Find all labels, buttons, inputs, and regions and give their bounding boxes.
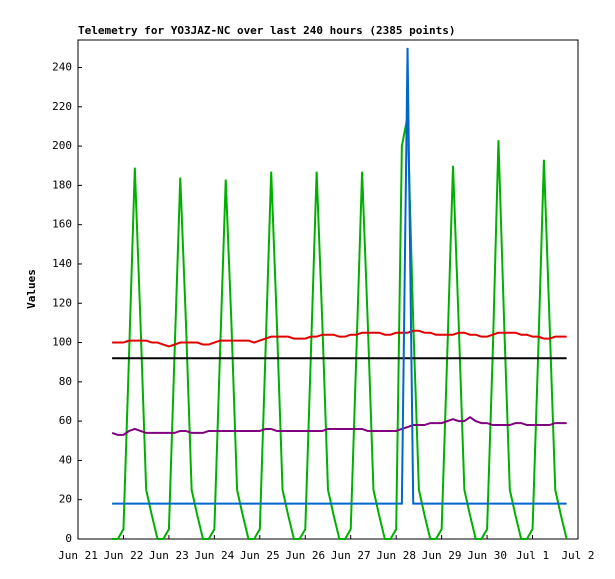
y-tick-label: 60: [59, 414, 72, 427]
x-tick-label: Jun 27: [331, 549, 371, 562]
x-tick-label: Jun 23: [149, 549, 189, 562]
y-tick-label: 80: [59, 375, 72, 388]
y-tick-label: 20: [59, 493, 72, 506]
y-tick-label: 140: [52, 257, 72, 270]
y-tick-label: 100: [52, 336, 72, 349]
series-line: [112, 47, 567, 505]
x-tick-label: Jul 2: [561, 549, 594, 562]
x-tick-label: Jun 30: [467, 549, 507, 562]
x-tick-label: Jun 24: [194, 549, 234, 562]
x-tick-label: Jun 29: [422, 549, 462, 562]
x-tick-label: Jul 1: [516, 549, 549, 562]
y-tick-label: 40: [59, 453, 72, 466]
x-tick-label: Jun 28: [376, 549, 416, 562]
plot-frame: [77, 39, 579, 540]
y-tick-label: 0: [65, 532, 72, 545]
y-tick-label: 180: [52, 178, 72, 191]
y-tick-label: 160: [52, 218, 72, 231]
series-line: [111, 415, 567, 436]
x-tick-label: Jun 21: [58, 549, 98, 562]
x-tick-label: Jun 25: [240, 549, 280, 562]
series-line: [112, 329, 567, 348]
y-tick-label: 240: [52, 61, 72, 74]
chart-title: Telemetry for YO3JAZ-NC over last 240 ho…: [78, 24, 456, 37]
x-tick-label: Jun 22: [104, 549, 144, 562]
y-axis-label: Values: [25, 269, 38, 309]
y-tick-label: 220: [52, 100, 72, 113]
y-tick-label: 120: [52, 296, 72, 309]
series-line: [112, 116, 568, 540]
x-tick-label: Jun 26: [285, 549, 325, 562]
y-tick-label: 200: [52, 139, 72, 152]
